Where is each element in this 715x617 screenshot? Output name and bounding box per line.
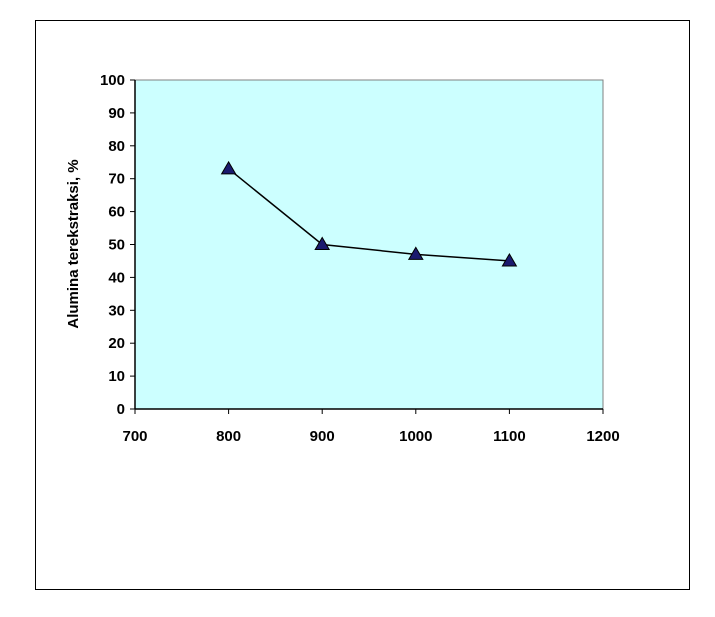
y-axis-label: Alumina terekstraksi, % — [65, 159, 82, 328]
y-tick-label: 20 — [108, 335, 125, 352]
y-tick-label: 90 — [108, 105, 125, 122]
x-tick-label: 1200 — [586, 428, 619, 445]
y-tick-label: 50 — [108, 237, 125, 254]
data-marker — [314, 236, 331, 250]
y-tick-label: 80 — [108, 138, 125, 155]
plot-area — [134, 79, 604, 410]
data-marker — [220, 160, 237, 175]
x-tick-label: 800 — [216, 428, 241, 445]
y-tick-label: 70 — [108, 171, 125, 188]
data-line — [228, 168, 510, 262]
x-tick-label: 1000 — [399, 428, 432, 445]
y-tick-label: 100 — [100, 72, 125, 89]
y-tick-label: 40 — [108, 269, 125, 286]
y-tick-label: 10 — [108, 368, 125, 385]
y-tick-label: 60 — [108, 204, 125, 221]
y-tick-label: 30 — [108, 302, 125, 319]
data-marker — [501, 252, 518, 267]
y-tick-label: 0 — [117, 401, 125, 418]
x-tick-label: 700 — [122, 428, 147, 445]
data-marker — [407, 246, 424, 260]
x-tick-label: 900 — [310, 428, 335, 445]
x-tick-label: 1100 — [493, 428, 526, 445]
